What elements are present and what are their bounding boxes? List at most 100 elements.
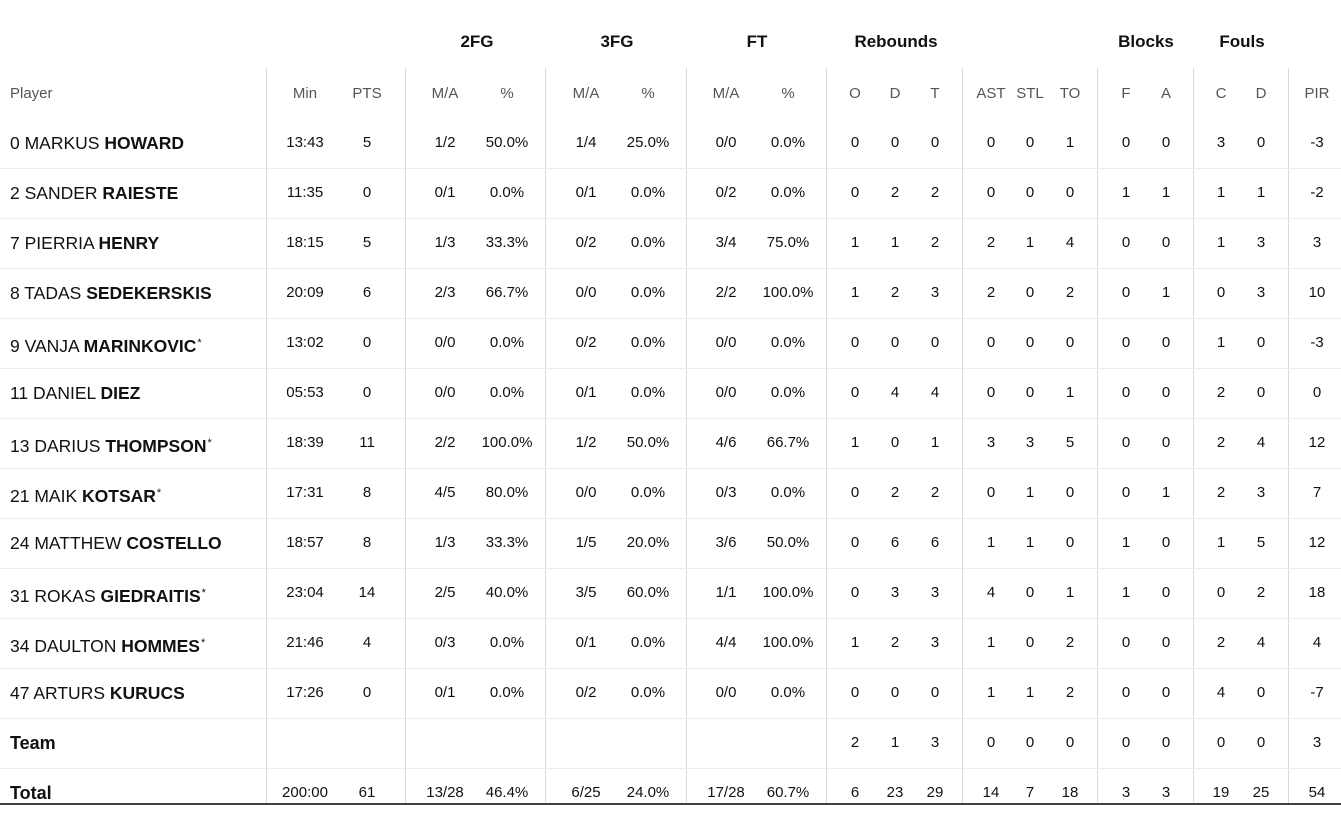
column-header-fg2p[interactable]: % — [500, 85, 514, 102]
stat-o: 1 — [850, 234, 860, 251]
stat-ba: 0 — [1161, 534, 1171, 551]
player-name-link[interactable]: 24 MATTHEW COSTELLO — [10, 518, 222, 568]
stat-fg3ma: 0/1 — [575, 184, 597, 201]
column-header-ftma[interactable]: M/A — [712, 85, 740, 102]
player-name-link[interactable]: 9 VANJA MARINKOVIC* — [10, 318, 202, 368]
stat-t: 2 — [930, 484, 940, 501]
starter-marker: * — [201, 587, 206, 599]
stat-fd: 0 — [1256, 384, 1266, 401]
row-divider — [0, 568, 1341, 569]
stat-ftma: 4/6 — [715, 434, 737, 451]
stat-ast: 0 — [986, 384, 996, 401]
stat-ba: 0 — [1161, 234, 1171, 251]
column-header-ba[interactable]: A — [1160, 85, 1172, 102]
stat-fc: 0 — [1216, 584, 1226, 601]
stat-ftp: 0.0% — [770, 334, 806, 351]
row-divider — [0, 618, 1341, 619]
stat-stl: 3 — [1025, 434, 1035, 451]
stat-to: 18 — [1061, 784, 1079, 801]
stat-fc: 3 — [1216, 134, 1226, 151]
stat-fg3p: 20.0% — [626, 534, 670, 551]
player-first-name: MAIK — [34, 486, 78, 506]
stat-ba: 0 — [1161, 684, 1171, 701]
stat-pir: -2 — [1310, 184, 1324, 201]
player-name-link[interactable]: 2 SANDER RAIESTE — [10, 168, 178, 218]
stat-fg3ma: 1/4 — [575, 134, 597, 151]
stat-o: 1 — [850, 434, 860, 451]
player-name-link[interactable]: 7 PIERRIA HENRY — [10, 218, 159, 268]
column-header-pts[interactable]: PTS — [352, 85, 382, 102]
stat-d: 0 — [890, 134, 900, 151]
player-name-link[interactable]: 13 DARIUS THOMPSON* — [10, 418, 212, 468]
stat-bf: 1 — [1121, 534, 1131, 551]
player-name-link[interactable]: 47 ARTURS KURUCS — [10, 668, 185, 718]
column-header-pir[interactable]: PIR — [1304, 85, 1330, 102]
stat-ftma: 0/0 — [715, 384, 737, 401]
stat-pts: 11 — [359, 434, 375, 451]
player-row: 8 TADAS SEDEKERSKIS 20:09 6 2/3 66.7% 0/0 0.0%… — [0, 268, 1341, 318]
column-header-fg2ma[interactable]: M/A — [431, 85, 459, 102]
stat-fg3p: 0.0% — [630, 684, 666, 701]
stat-d: 1 — [890, 234, 900, 251]
stat-fg2ma: 0/3 — [434, 634, 456, 651]
stat-fd: 5 — [1256, 534, 1266, 551]
stat-min: 23:04 — [286, 584, 324, 601]
player-name-link[interactable]: 31 ROKAS GIEDRAITIS* — [10, 568, 206, 618]
player-first-name: TADAS — [24, 283, 82, 303]
stat-min: 13:43 — [286, 134, 324, 151]
column-header-fd[interactable]: D — [1255, 85, 1267, 102]
stat-fc: 2 — [1216, 384, 1226, 401]
stat-t: 1 — [930, 434, 940, 451]
stat-fd: 3 — [1256, 234, 1266, 251]
player-name-link[interactable]: 11 DANIEL DIEZ — [10, 368, 140, 418]
stat-ast: 3 — [986, 434, 996, 451]
player-number: 13 — [10, 436, 30, 456]
row-divider — [0, 668, 1341, 669]
player-name-link[interactable]: 21 MAIK KOTSAR* — [10, 468, 161, 518]
column-divider — [1097, 68, 1098, 805]
stat-ba: 1 — [1161, 184, 1171, 201]
player-first-name: ARTURS — [33, 683, 106, 703]
stat-min: 17:26 — [286, 684, 324, 701]
stat-fd: 1 — [1256, 184, 1266, 201]
player-name-link[interactable]: 8 TADAS SEDEKERSKIS — [10, 268, 212, 318]
column-header-player[interactable]: Player — [10, 85, 53, 102]
player-number: 7 — [10, 233, 20, 253]
column-header-stl[interactable]: STL — [1016, 85, 1044, 102]
stat-t: 4 — [930, 384, 940, 401]
stat-pir: 3 — [1312, 234, 1322, 251]
player-name-link[interactable]: 34 DAULTON HOMMES* — [10, 618, 205, 668]
player-first-name: MATTHEW — [34, 533, 122, 553]
stat-stl: 0 — [1025, 284, 1035, 301]
stat-fg3ma: 0/1 — [575, 634, 597, 651]
starter-marker: * — [200, 637, 206, 649]
stat-bf: 0 — [1121, 734, 1131, 751]
stat-ftp: 75.0% — [766, 234, 810, 251]
stat-ba: 0 — [1161, 584, 1171, 601]
column-header-o[interactable]: O — [849, 85, 861, 102]
stat-o: 0 — [850, 484, 860, 501]
row-divider — [0, 268, 1341, 269]
column-header-to[interactable]: TO — [1059, 85, 1081, 102]
column-header-fc[interactable]: C — [1215, 85, 1227, 102]
column-header-bf[interactable]: F — [1121, 85, 1131, 102]
player-name-link[interactable]: 0 MARKUS HOWARD — [10, 118, 184, 168]
stat-d: 6 — [890, 534, 900, 551]
stat-fg2p: 50.0% — [485, 134, 529, 151]
stat-fd: 4 — [1256, 434, 1266, 451]
column-header-ftp[interactable]: % — [781, 85, 795, 102]
stat-fg2ma: 13/28 — [426, 784, 464, 801]
column-header-min[interactable]: Min — [292, 85, 318, 102]
column-header-fg3ma[interactable]: M/A — [572, 85, 600, 102]
stat-t: 0 — [930, 684, 940, 701]
player-row: 9 VANJA MARINKOVIC* 13:02 0 0/0 0.0% 0/2 0.0% 0… — [0, 318, 1341, 368]
column-header-ast[interactable]: AST — [976, 85, 1006, 102]
stat-ftp: 50.0% — [766, 534, 810, 551]
column-header-t[interactable]: T — [930, 85, 940, 102]
stat-d: 2 — [890, 634, 900, 651]
stat-fg2p: 0.0% — [489, 384, 525, 401]
column-header-d[interactable]: D — [889, 85, 901, 102]
column-header-fg3p[interactable]: % — [641, 85, 655, 102]
stat-fg2ma: 0/1 — [434, 184, 456, 201]
player-row: 24 MATTHEW COSTELLO 18:57 8 1/3 33.3% 1/5 20.0… — [0, 518, 1341, 568]
